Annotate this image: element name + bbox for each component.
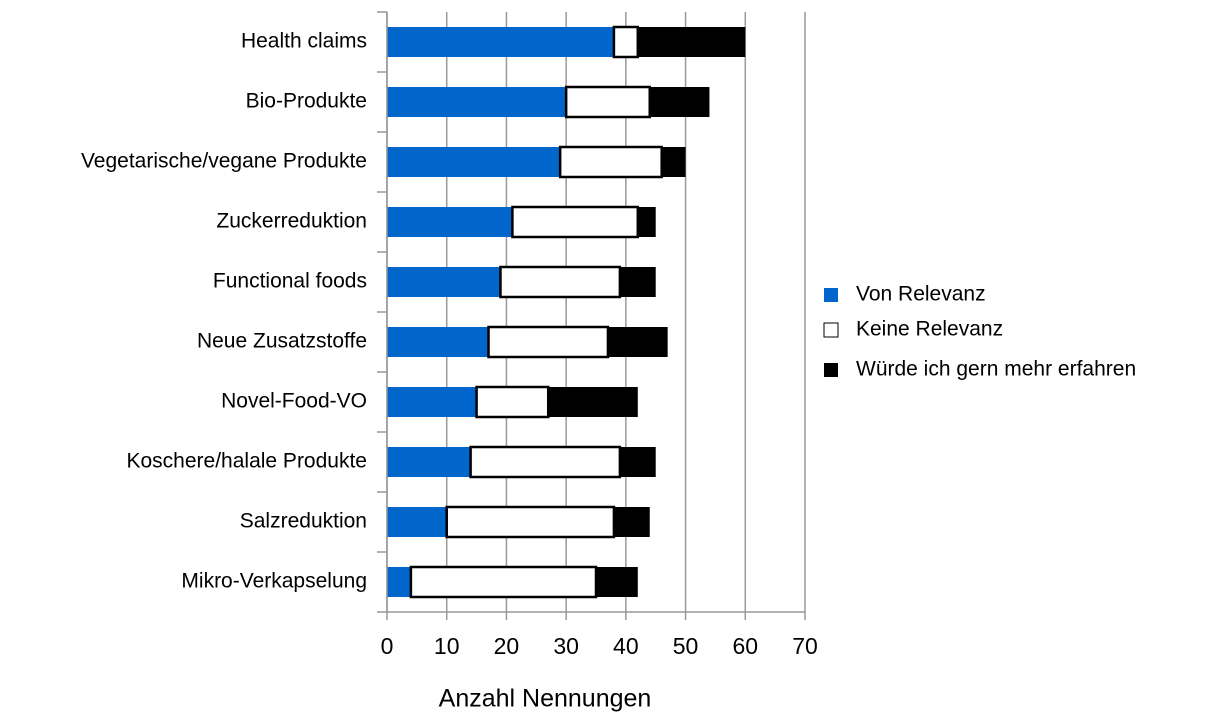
x-tick-label: 70 bbox=[792, 633, 818, 659]
bar bbox=[613, 507, 650, 537]
bar bbox=[409, 565, 598, 599]
y-tick-label: Novel-Food-VO bbox=[221, 390, 367, 413]
bar bbox=[548, 387, 638, 417]
bar bbox=[558, 145, 663, 179]
bar bbox=[619, 447, 656, 477]
bar bbox=[637, 207, 656, 237]
x-tick-label: 0 bbox=[381, 633, 394, 659]
bar bbox=[511, 205, 640, 239]
y-tick-label: Health claims bbox=[241, 30, 367, 53]
bar bbox=[596, 567, 638, 597]
legend-swatch bbox=[824, 363, 838, 377]
bar bbox=[499, 265, 622, 299]
bar bbox=[649, 87, 710, 117]
bar bbox=[475, 385, 550, 419]
bar bbox=[387, 507, 447, 537]
x-tick-label: 40 bbox=[613, 633, 639, 659]
bar bbox=[387, 327, 489, 357]
y-tick-label: Vegetarische/vegane Produkte bbox=[81, 150, 367, 173]
bar bbox=[387, 387, 477, 417]
x-tick-label: 10 bbox=[434, 633, 460, 659]
legend-swatch bbox=[824, 288, 838, 302]
bar bbox=[445, 505, 616, 539]
bar bbox=[387, 147, 561, 177]
legend-label: Würde ich gern mehr erfahren bbox=[856, 358, 1136, 381]
y-tick-label: Salzreduktion bbox=[240, 510, 367, 533]
y-tick-label: Zuckerreduktion bbox=[216, 210, 367, 233]
bar bbox=[387, 207, 513, 237]
y-tick-label: Bio-Produkte bbox=[246, 90, 367, 113]
legend-label: Keine Relevanz bbox=[856, 318, 1003, 341]
y-tick-label: Neue Zusatzstoffe bbox=[197, 330, 367, 353]
bar bbox=[612, 25, 640, 59]
bar bbox=[661, 147, 686, 177]
bar bbox=[387, 87, 567, 117]
x-tick-label: 30 bbox=[553, 633, 579, 659]
bar bbox=[469, 445, 622, 479]
bar bbox=[487, 325, 610, 359]
bar bbox=[607, 327, 668, 357]
bar bbox=[387, 447, 471, 477]
y-tick-label: Mikro-Verkapselung bbox=[181, 570, 367, 593]
legend-label: Von Relevanz bbox=[856, 283, 986, 306]
bar bbox=[387, 267, 501, 297]
bar bbox=[637, 27, 746, 57]
legend-swatch bbox=[823, 322, 839, 338]
x-tick-label: 20 bbox=[494, 633, 520, 659]
bar bbox=[619, 267, 656, 297]
x-axis-title: Anzahl Nennungen bbox=[439, 685, 652, 713]
x-tick-label: 50 bbox=[673, 633, 699, 659]
x-tick-label: 60 bbox=[732, 633, 758, 659]
bar bbox=[387, 27, 614, 57]
bar bbox=[387, 567, 411, 597]
bar bbox=[564, 85, 651, 119]
y-tick-label: Koschere/halale Produkte bbox=[127, 450, 368, 473]
y-tick-label: Functional foods bbox=[213, 270, 367, 293]
